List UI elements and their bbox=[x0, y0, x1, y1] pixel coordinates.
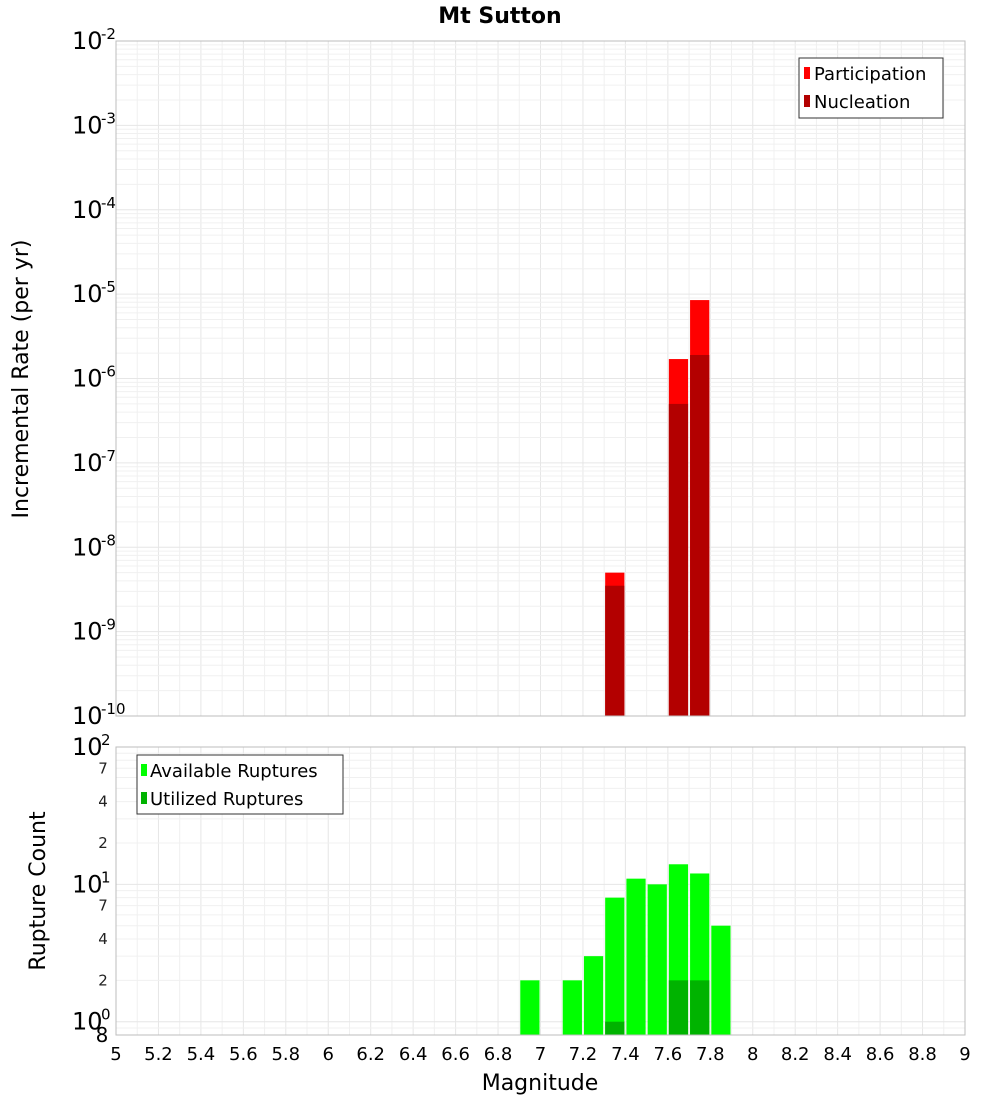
top-plot-frame bbox=[115, 40, 966, 717]
top-legend-box bbox=[798, 57, 944, 119]
x-tick-label: 8.2 bbox=[781, 1044, 810, 1065]
available-ruptures-bar bbox=[647, 884, 667, 1035]
top-y-tick-label: 10 bbox=[72, 533, 103, 561]
available-ruptures-bar bbox=[583, 956, 604, 1035]
utilized-ruptures-bar bbox=[668, 980, 689, 1035]
available-ruptures-bar bbox=[626, 878, 646, 1035]
top-y-tick-label: 10 bbox=[72, 449, 103, 477]
top-y-tick-label: 10 bbox=[72, 196, 103, 224]
x-tick-label: 8.6 bbox=[866, 1044, 895, 1065]
top-y-tick-label: 10 bbox=[72, 618, 103, 646]
top-plot-bars bbox=[605, 300, 710, 716]
legend-available-swatch bbox=[141, 764, 147, 776]
bottom-plot-grid bbox=[116, 747, 965, 1035]
bottom-y-tick-label: 10 bbox=[72, 870, 103, 898]
available-ruptures-bar bbox=[711, 925, 731, 1035]
bottom-y-tick-exponent: 2 bbox=[101, 731, 111, 749]
legend-participation-label: Participation bbox=[814, 64, 926, 85]
utilized-ruptures-bar bbox=[690, 980, 710, 1035]
x-tick-label: 6.2 bbox=[356, 1044, 385, 1065]
x-tick-label: 8.8 bbox=[908, 1044, 937, 1065]
top-y-tick-exponent: -10 bbox=[101, 700, 126, 718]
x-tick-label: 7.6 bbox=[654, 1044, 683, 1065]
top-y-tick-exponent: -9 bbox=[101, 616, 116, 634]
bottom-y-minor-tick-label: 7 bbox=[98, 897, 108, 915]
legend-participation-swatch bbox=[804, 67, 810, 79]
x-tick-label: 5 bbox=[110, 1044, 121, 1065]
x-tick-label: 8.4 bbox=[823, 1044, 852, 1065]
x-tick-label: 6.6 bbox=[441, 1044, 470, 1065]
bottom-y-minor-tick-label: 8 bbox=[96, 1023, 109, 1047]
available-ruptures-bar bbox=[520, 980, 540, 1035]
x-axis-label: Magnitude bbox=[482, 1071, 599, 1096]
x-tick-label: 6.8 bbox=[484, 1044, 513, 1065]
top-y-tick-label: 10 bbox=[72, 365, 103, 393]
bottom-y-minor-tick-label: 7 bbox=[98, 759, 108, 777]
top-legend: Participation Nucleation bbox=[798, 57, 944, 119]
available-ruptures-bar bbox=[562, 980, 582, 1035]
legend-nucleation-label: Nucleation bbox=[814, 92, 910, 113]
x-tick-label: 9 bbox=[959, 1044, 970, 1065]
utilized-ruptures-bar bbox=[605, 1021, 625, 1035]
x-tick-label: 5.8 bbox=[271, 1044, 300, 1065]
x-tick-label: 5.6 bbox=[229, 1044, 258, 1065]
x-tick-labels: 5 5.2 5.4 5.6 5.8 6 6.2 6.4 6.6 6.8 7 7.2 7.4 7.6 7.8 8… bbox=[110, 1044, 970, 1065]
bottom-plot-bars bbox=[520, 864, 731, 1035]
bottom-legend: Available Ruptures Utilized Ruptures bbox=[136, 754, 344, 815]
bottom-y-minor-tick-label: 2 bbox=[98, 971, 108, 989]
top-y-tick-label: 10 bbox=[72, 27, 103, 55]
x-tick-label: 5.2 bbox=[144, 1044, 173, 1065]
x-tick-label: 6 bbox=[323, 1044, 334, 1065]
bottom-y-axis-label: Rupture Count bbox=[26, 811, 51, 971]
x-tick-label: 7.4 bbox=[611, 1044, 640, 1065]
top-y-tick-exponent: -7 bbox=[101, 447, 116, 465]
legend-utilized-label: Utilized Ruptures bbox=[150, 789, 303, 810]
legend-nucleation-swatch bbox=[804, 95, 810, 107]
bottom-y-tick-exponent: 1 bbox=[101, 868, 111, 886]
bottom-y-tick-label: 10 bbox=[72, 1008, 103, 1036]
bottom-plot-frame bbox=[115, 746, 966, 1036]
bottom-y-tick-exponent: 0 bbox=[101, 1006, 111, 1024]
top-y-axis-label: Incremental Rate (per yr) bbox=[9, 240, 34, 519]
top-y-tick-label: 10 bbox=[72, 111, 103, 139]
top-y-tick-exponent: -3 bbox=[101, 109, 116, 127]
x-tick-label: 7 bbox=[535, 1044, 546, 1065]
x-tick-label: 8 bbox=[747, 1044, 758, 1065]
bottom-y-minor-tick-label: 4 bbox=[98, 930, 108, 948]
top-plot-grid bbox=[116, 41, 965, 716]
top-y-tick-exponent: -4 bbox=[101, 194, 116, 212]
available-ruptures-bar bbox=[605, 897, 625, 1035]
legend-utilized-swatch bbox=[141, 792, 147, 804]
top-y-tick-exponent: -5 bbox=[101, 278, 116, 296]
top-y-tick-exponent: -6 bbox=[101, 363, 116, 381]
legend-available-label: Available Ruptures bbox=[150, 761, 318, 782]
top-y-tick-label: 10 bbox=[72, 280, 103, 308]
top-y-tick-exponent: -2 bbox=[101, 25, 116, 43]
chart-title: Mt Sutton bbox=[438, 4, 561, 29]
top-y-tick-exponent: -8 bbox=[101, 531, 116, 549]
nucleation-bar bbox=[690, 354, 710, 716]
bottom-legend-box bbox=[136, 754, 344, 815]
nucleation-bar bbox=[668, 403, 689, 716]
x-tick-label: 5.4 bbox=[187, 1044, 216, 1065]
x-tick-label: 6.4 bbox=[399, 1044, 428, 1065]
bottom-y-tick-label: 10 bbox=[72, 733, 103, 761]
bottom-y-minor-tick-label: 2 bbox=[98, 834, 108, 852]
x-tick-label: 7.2 bbox=[569, 1044, 598, 1065]
nucleation-bar bbox=[605, 585, 625, 716]
bottom-y-minor-tick-label: 4 bbox=[98, 793, 108, 811]
top-y-tick-label: 10 bbox=[72, 702, 103, 730]
x-tick-label: 7.8 bbox=[696, 1044, 725, 1065]
